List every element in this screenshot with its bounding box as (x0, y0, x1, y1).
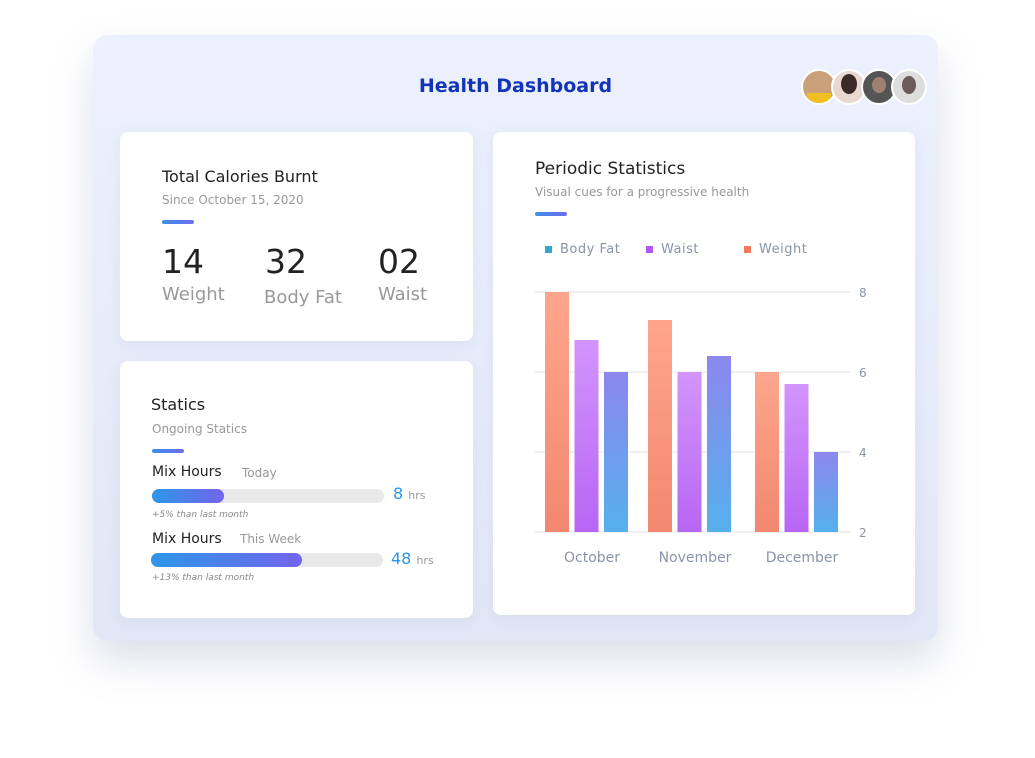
legend-label: Body Fat (560, 242, 621, 257)
card-title: Total Calories Burnt (162, 167, 318, 186)
value-number: 48 (391, 549, 412, 568)
y-tick-label: 8 (859, 286, 867, 300)
calories-card: Total Calories Burnt Since October 15, 2… (120, 132, 473, 341)
legend-weight: Weight (744, 242, 807, 257)
dashboard-window: Health Dashboard Total Calories Burnt Si… (93, 35, 938, 641)
x-tick-label: October (564, 550, 620, 566)
progress-fill (151, 553, 302, 567)
value-unit: hrs (416, 554, 434, 567)
progress-bar-today (152, 489, 384, 503)
accent-bar (535, 212, 567, 216)
bar-body-fat[interactable] (814, 452, 838, 532)
bar-weight[interactable] (545, 292, 569, 532)
progress-bar-week (151, 553, 383, 567)
accent-bar (152, 449, 184, 453)
legend-swatch (545, 246, 552, 253)
bar-waist[interactable] (574, 340, 599, 532)
item-label: Mix Hours (152, 464, 222, 480)
bar-waist[interactable] (784, 384, 809, 532)
item-note: +13% than last month (152, 573, 255, 583)
bar-chart: 2 4 6 8 October November December (535, 286, 867, 566)
page-title: Health Dashboard (418, 75, 613, 97)
accent-bar (162, 220, 194, 224)
card-title: Periodic Statistics (535, 159, 686, 179)
x-tick-label: December (766, 550, 839, 566)
y-tick-label: 2 (859, 526, 867, 540)
avatar-group[interactable] (801, 69, 927, 105)
body-fat-label: Body Fat (264, 287, 342, 308)
item-note: +5% than last month (152, 510, 249, 520)
statics-card: Statics Ongoing Statics Mix Hours Today … (120, 361, 473, 618)
waist-label: Waist (378, 284, 428, 305)
item-value: 48 hrs (391, 549, 434, 568)
item-period: This Week (240, 532, 302, 546)
y-tick-label: 6 (859, 366, 867, 380)
card-title: Statics (151, 395, 206, 414)
item-label: Mix Hours (152, 531, 222, 547)
bar-waist[interactable] (677, 372, 702, 532)
avatar[interactable] (891, 69, 927, 105)
value-unit: hrs (408, 489, 426, 502)
y-tick-label: 4 (859, 446, 867, 460)
body-fat-value: 32 (265, 242, 307, 281)
legend-body-fat: Body Fat (545, 242, 620, 257)
item-value: 8 hrs (393, 484, 426, 503)
bar-body-fat[interactable] (604, 372, 628, 532)
value-number: 8 (393, 484, 404, 503)
card-subtitle: Visual cues for a progressive health (535, 185, 750, 199)
legend-swatch (744, 246, 751, 253)
bar-weight[interactable] (648, 320, 672, 532)
bar-body-fat[interactable] (707, 356, 731, 532)
x-tick-label: November (659, 550, 732, 566)
legend-swatch (646, 246, 653, 253)
weight-value: 14 (162, 242, 204, 281)
legend-label: Waist (661, 242, 699, 257)
legend-waist: Waist (646, 242, 699, 257)
bar-weight[interactable] (755, 372, 779, 532)
card-subtitle: Since October 15, 2020 (162, 193, 304, 207)
item-period: Today (242, 466, 277, 480)
card-subtitle: Ongoing Statics (152, 422, 247, 436)
progress-fill (152, 489, 224, 503)
weight-label: Weight (162, 284, 225, 305)
legend-label: Weight (759, 242, 808, 257)
periodic-card: Periodic Statistics Visual cues for a pr… (493, 132, 915, 615)
waist-value: 02 (378, 242, 420, 281)
